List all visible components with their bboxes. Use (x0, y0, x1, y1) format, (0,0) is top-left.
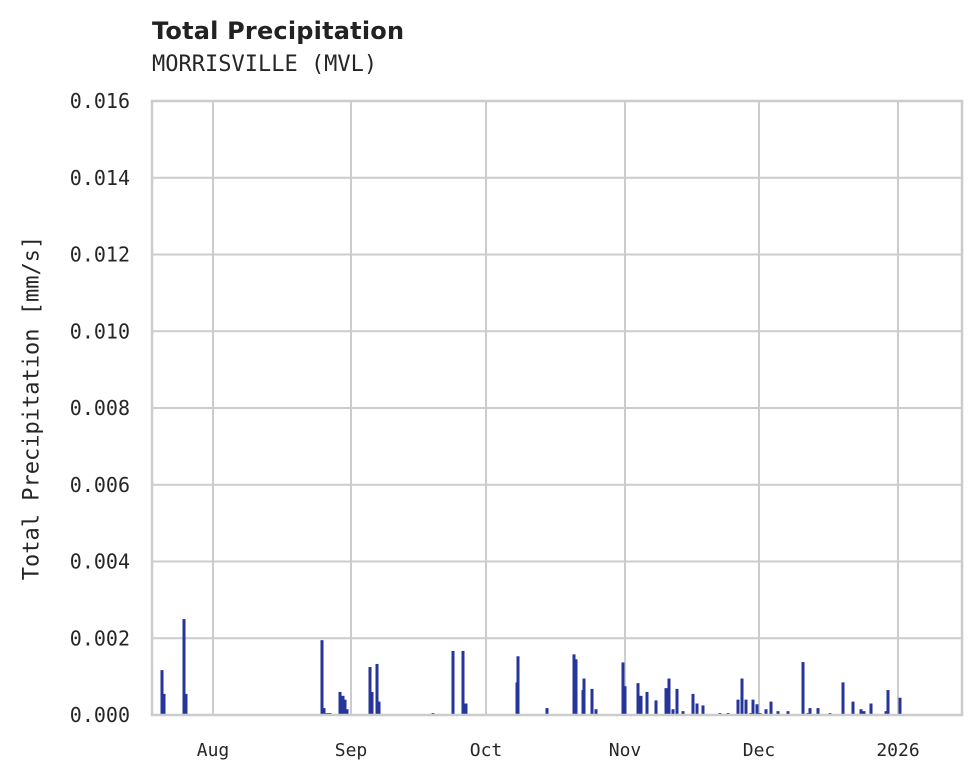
precip-bar (744, 699, 748, 715)
y-tick-label: 0.000 (70, 703, 130, 727)
precip-bar (736, 699, 740, 715)
precip-bar (764, 709, 768, 715)
precip-bar (776, 711, 780, 715)
precip-bar (851, 701, 855, 715)
y-tick-label: 0.002 (70, 626, 130, 650)
precip-bar (751, 699, 755, 715)
precip-bar (621, 662, 625, 715)
precip-bar (160, 670, 164, 715)
y-axis-ticks: 0.000 0.002 0.004 0.006 0.008 0.010 0.012 0.014… (70, 89, 130, 727)
precip-bar (664, 688, 668, 715)
precip-bar (884, 711, 888, 715)
precip-bar (808, 708, 812, 715)
precip-bar (545, 708, 549, 715)
y-tick-label: 0.008 (70, 396, 130, 420)
x-tick-label: Dec (743, 740, 776, 761)
precip-bar (671, 709, 675, 715)
precip-bar (639, 695, 643, 715)
precip-bar (755, 704, 759, 715)
plot-frame (150, 99, 964, 717)
precip-bar (320, 640, 324, 715)
precip-bar (370, 691, 374, 715)
y-tick-label: 0.016 (70, 89, 130, 113)
y-tick-label: 0.010 (70, 319, 130, 343)
grid-lines (152, 100, 962, 716)
precip-bar (623, 686, 627, 715)
precip-bar (581, 690, 585, 715)
precip-bar (816, 708, 820, 715)
precip-bar (862, 711, 866, 715)
precip-bar (515, 682, 519, 715)
x-tick-label: Oct (470, 740, 503, 761)
precip-bar (654, 700, 658, 715)
precip-bar (162, 693, 166, 715)
y-tick-label: 0.004 (70, 550, 130, 574)
precip-bar (338, 691, 342, 715)
y-tick-label: 0.006 (70, 473, 130, 497)
precip-bar (377, 701, 381, 715)
precip-bar (801, 662, 805, 715)
precip-bar (322, 708, 326, 715)
precip-bar (184, 693, 188, 715)
y-tick-label: 0.012 (70, 243, 130, 267)
precip-bar (368, 667, 372, 715)
precip-bar (636, 683, 640, 715)
precip-bar (341, 695, 345, 715)
x-tick-label: Sep (335, 740, 368, 761)
precip-bar (451, 650, 455, 715)
precip-bar (841, 682, 845, 715)
precip-bar (594, 709, 598, 715)
precip-bar (769, 701, 773, 715)
x-tick-label: Nov (609, 740, 642, 761)
y-tick-label: 0.014 (70, 166, 130, 190)
precip-bar (701, 705, 705, 715)
precip-bar (786, 711, 790, 715)
precip-bar (740, 678, 744, 715)
precip-bar (182, 619, 186, 715)
precip-bar (667, 678, 671, 715)
precip-bar (461, 650, 465, 715)
precip-bar (675, 688, 679, 715)
chart-title: Total Precipitation (152, 17, 405, 45)
x-tick-label: Aug (197, 740, 230, 761)
precip-bar (898, 697, 902, 715)
x-axis-ticks: Aug Sep Oct Nov Dec 2026 (197, 740, 920, 761)
x-tick-label: 2026 (876, 740, 919, 761)
precip-bar (695, 703, 699, 715)
precip-bar (869, 703, 873, 715)
precip-bar (681, 711, 685, 715)
precip-bar (343, 699, 347, 715)
precip-bar (859, 709, 863, 715)
precip-bar (375, 663, 379, 715)
precip-bar (572, 654, 576, 715)
precip-bar (464, 703, 468, 715)
chart-subtitle: MORRISVILLE (MVL) (152, 52, 378, 77)
precip-bar (886, 690, 890, 715)
precip-bar (345, 709, 349, 715)
precip-bar (691, 693, 695, 715)
precip-bar (645, 691, 649, 715)
data-series (160, 619, 902, 715)
precip-bar (590, 688, 594, 715)
precip-bar (574, 659, 578, 715)
